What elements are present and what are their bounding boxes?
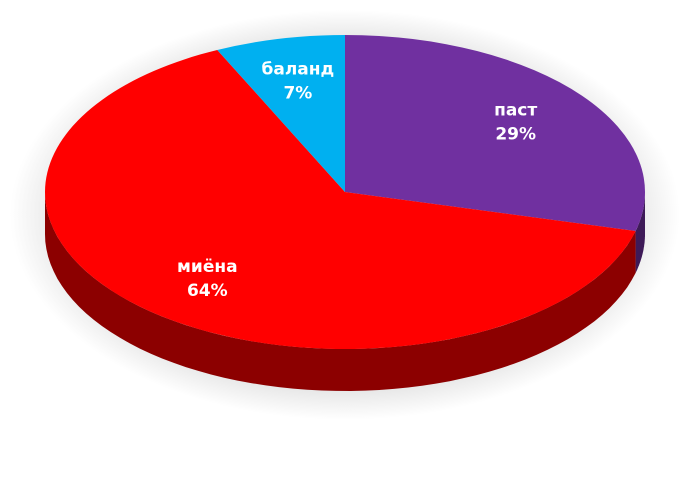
pie-side	[45, 192, 636, 391]
pie-slice	[217, 35, 345, 192]
value-label: 7%	[283, 84, 312, 104]
pie-side	[635, 192, 645, 273]
slice-label: миёна	[177, 257, 238, 277]
value-label: 29%	[495, 125, 536, 145]
slice-label: паст	[494, 101, 537, 121]
slice-label: баланд	[262, 60, 335, 80]
pie-slice	[44, 49, 636, 350]
value-label: 64%	[187, 281, 228, 301]
pie-slice	[345, 35, 646, 232]
